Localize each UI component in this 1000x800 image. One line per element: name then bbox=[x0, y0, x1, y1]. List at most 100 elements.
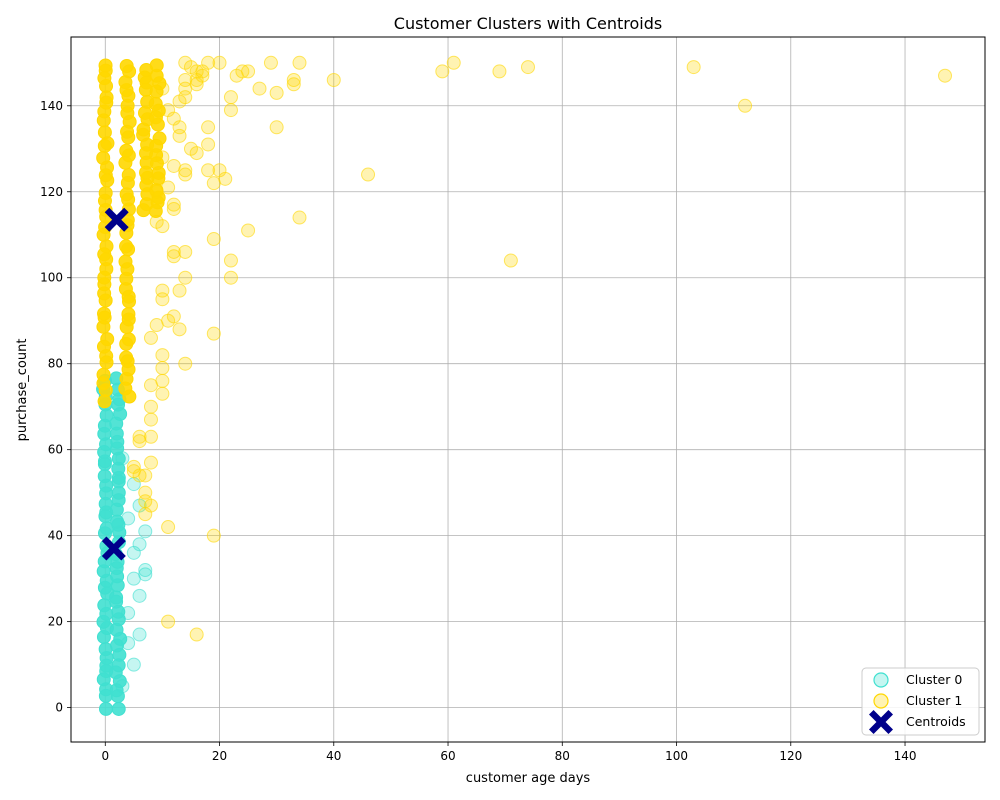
cluster-1-point bbox=[166, 244, 181, 259]
cluster-1-point bbox=[126, 459, 141, 474]
cluster-1-point bbox=[143, 330, 158, 345]
cluster-1-point bbox=[172, 94, 187, 109]
cluster-0-point bbox=[98, 701, 113, 716]
axis-ticks: 0 20 40 60 80 100 120 140 0 20 40 60 80 100 120 140 bbox=[40, 99, 916, 763]
y-tick-label: 40 bbox=[48, 529, 63, 543]
cluster-1-point bbox=[223, 90, 238, 105]
x-axis-label: customer age days bbox=[466, 771, 591, 786]
cluster-1-point bbox=[143, 455, 158, 470]
series-cluster-1 bbox=[96, 55, 953, 642]
data-points bbox=[96, 55, 953, 716]
cluster-1-point bbox=[155, 81, 170, 96]
legend-marker-cluster-0 bbox=[873, 672, 889, 688]
cluster-1-point bbox=[446, 55, 461, 70]
cluster-1-point bbox=[99, 239, 114, 254]
cluster-1-point bbox=[206, 176, 221, 191]
y-tick-label: 140 bbox=[40, 99, 63, 113]
cluster-1-point bbox=[161, 520, 176, 535]
cluster-1-point bbox=[241, 223, 256, 238]
legend-label-cluster-0: Cluster 0 bbox=[906, 672, 962, 687]
cluster-0-point bbox=[97, 469, 112, 484]
cluster-1-point bbox=[189, 627, 204, 642]
y-tick-label: 120 bbox=[40, 185, 63, 199]
x-tick-label: 100 bbox=[665, 749, 688, 763]
cluster-1-point bbox=[686, 60, 701, 75]
legend-marker-centroids bbox=[869, 710, 893, 734]
cluster-0-point bbox=[115, 451, 130, 466]
cluster-1-point bbox=[201, 137, 216, 152]
cluster-1-point bbox=[172, 283, 187, 298]
x-tick-label: 20 bbox=[212, 749, 227, 763]
cluster-1-point bbox=[119, 58, 134, 73]
x-tick-label: 140 bbox=[894, 749, 917, 763]
y-tick-label: 0 bbox=[55, 701, 63, 715]
cluster-1-point bbox=[121, 168, 136, 183]
cluster-0-point bbox=[138, 524, 153, 539]
cluster-1-point bbox=[223, 270, 238, 285]
cluster-1-point bbox=[229, 68, 244, 83]
cluster-1-point bbox=[292, 210, 307, 225]
cluster-1-point bbox=[96, 150, 111, 165]
cluster-1-point bbox=[155, 283, 170, 298]
legend: Cluster 0 Cluster 1 Centroids bbox=[861, 667, 980, 736]
cluster-0-point bbox=[138, 563, 153, 578]
cluster-1-point bbox=[492, 64, 507, 79]
cluster-1-point bbox=[223, 103, 238, 118]
legend-marker-cluster-1 bbox=[873, 693, 889, 709]
cluster-1-point bbox=[286, 72, 301, 87]
cluster-1-point bbox=[223, 253, 238, 268]
cluster-1-point bbox=[206, 326, 221, 341]
cluster-1-point bbox=[118, 254, 133, 269]
cluster-1-point bbox=[100, 332, 115, 347]
cluster-1-point bbox=[132, 429, 147, 444]
centroid-marker bbox=[104, 207, 129, 232]
plot-frame bbox=[70, 36, 986, 743]
y-tick-label: 80 bbox=[48, 357, 63, 371]
x-tick-label: 60 bbox=[440, 749, 455, 763]
cluster-1-point bbox=[161, 180, 176, 195]
cluster-0-point bbox=[132, 588, 147, 603]
grid-lines bbox=[71, 37, 985, 742]
y-tick-label: 20 bbox=[48, 615, 63, 629]
cluster-1-point bbox=[166, 249, 181, 264]
cluster-1-point bbox=[138, 507, 153, 522]
legend-box bbox=[861, 667, 980, 736]
cluster-1-point bbox=[97, 306, 112, 321]
cluster-1-point bbox=[292, 55, 307, 70]
cluster-1-point bbox=[178, 167, 193, 182]
cluster-1-point bbox=[206, 232, 221, 247]
cluster-1-point bbox=[252, 81, 267, 96]
cluster-1-point bbox=[148, 96, 163, 111]
cluster-1-point bbox=[286, 77, 301, 92]
cluster-0-point bbox=[121, 606, 136, 621]
cluster-1-point bbox=[138, 494, 153, 509]
cluster-1-point bbox=[97, 125, 112, 140]
cluster-1-point bbox=[183, 141, 198, 156]
cluster-1-point bbox=[143, 399, 158, 414]
cluster-1-point bbox=[435, 64, 450, 79]
cluster-1-point bbox=[269, 85, 284, 100]
cluster-1-point bbox=[98, 185, 113, 200]
cluster-1-point bbox=[96, 367, 111, 382]
cluster-1-point bbox=[119, 350, 134, 365]
y-tick-label: 100 bbox=[40, 271, 63, 285]
cluster-1-point bbox=[521, 60, 535, 75]
cluster-1-point bbox=[149, 318, 164, 333]
cluster-1-point bbox=[172, 128, 187, 143]
cluster-0-point bbox=[111, 701, 126, 716]
cluster-1-point bbox=[155, 348, 170, 363]
y-tick-label: 60 bbox=[48, 443, 63, 457]
cluster-1-point bbox=[121, 307, 136, 322]
cluster-1-point bbox=[161, 614, 176, 629]
cluster-1-point bbox=[149, 214, 164, 229]
cluster-1-point bbox=[121, 332, 136, 347]
legend-label-cluster-1: Cluster 1 bbox=[906, 693, 962, 708]
centroid-marker bbox=[101, 536, 126, 561]
cluster-1-point bbox=[938, 68, 953, 83]
cluster-1-point bbox=[738, 98, 753, 113]
cluster-0-point bbox=[115, 679, 130, 694]
cluster-1-point bbox=[201, 120, 216, 135]
cluster-1-point bbox=[143, 378, 158, 393]
cluster-1-point bbox=[152, 131, 167, 146]
